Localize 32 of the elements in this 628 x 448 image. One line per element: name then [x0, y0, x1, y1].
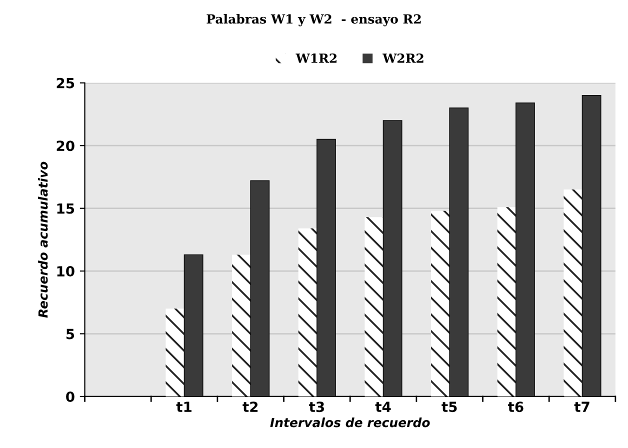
- y-tick-label: 0: [66, 391, 74, 402]
- legend-label: W1R2: [296, 53, 336, 63]
- legend-label: W2R2: [382, 53, 424, 63]
- bar: [382, 120, 402, 396]
- bar: [497, 207, 516, 396]
- x-tick-label: t4: [375, 402, 391, 412]
- bar: [166, 308, 184, 396]
- bar: [449, 108, 469, 396]
- x-tick-label: t5: [442, 402, 457, 412]
- x-tick-label: t1: [176, 402, 192, 412]
- y-axis-title: Recuerdo acumulativo: [38, 162, 48, 318]
- bar: [184, 254, 204, 396]
- x-tick-label: t7: [574, 402, 590, 412]
- bar: [564, 190, 582, 396]
- y-tick-label: 5: [66, 328, 74, 340]
- bar: [431, 210, 450, 396]
- x-tick-label: t6: [508, 402, 524, 412]
- bar: [582, 95, 602, 396]
- y-tick-label: 25: [56, 78, 74, 88]
- bar: [250, 180, 270, 396]
- y-tick-label: 15: [57, 203, 74, 214]
- y-tick-label: 10: [57, 266, 74, 277]
- chart-title: Palabras W1 y W2 - ensayo R2: [206, 14, 421, 26]
- x-tick-label: t3: [308, 402, 324, 412]
- y-tick-label: 20: [56, 140, 74, 152]
- x-tick-label: t2: [242, 402, 258, 412]
- bar: [232, 254, 251, 396]
- bar: [298, 228, 317, 396]
- bar: [364, 217, 384, 396]
- bar: [316, 138, 336, 396]
- x-axis-title: Intervalos de recuerdo: [270, 418, 430, 428]
- bar: [516, 102, 535, 396]
